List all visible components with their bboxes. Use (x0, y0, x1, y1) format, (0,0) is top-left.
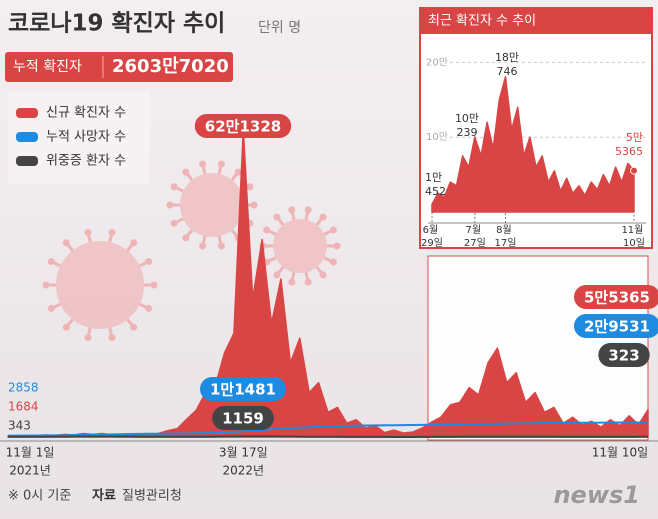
virus-knob (166, 201, 174, 209)
legend-label: 누적 사망자 수 (46, 130, 126, 145)
virus-knob (199, 160, 207, 168)
x-tick-label: 11월 1일 (6, 446, 55, 460)
virus-decoration (42, 160, 341, 342)
virus-knob (329, 226, 337, 234)
virus-knob (170, 183, 178, 191)
virus-knob (145, 258, 153, 266)
unit: 단위 명 (258, 20, 301, 36)
x-tick-label: 8월 17일 (494, 224, 516, 249)
virus-body (273, 219, 327, 273)
virus-knob (199, 242, 207, 250)
x-year-label: 2021년 (9, 464, 51, 478)
virus-knob (234, 168, 242, 176)
virus-knob (170, 219, 178, 227)
logo: news1 (553, 481, 640, 509)
virus-knob (246, 183, 254, 191)
virus-body (180, 173, 244, 237)
x-year-label: 2022년 (222, 464, 264, 478)
value-label: 18만 746 (495, 51, 519, 78)
virus-knob (288, 206, 296, 214)
value-pill (598, 343, 650, 367)
value-label: 10만 239 (455, 112, 479, 139)
virus-knob (108, 228, 116, 236)
legend-label: 신규 확진자 수 (46, 106, 126, 121)
value-pill (574, 285, 658, 309)
footer-note: ※ 0시 기준 (8, 489, 71, 504)
x-tick-label: 3월 17일 (219, 446, 268, 460)
end-dot (630, 166, 638, 175)
virus-knob (273, 213, 281, 221)
virus-knob (145, 304, 153, 312)
virus-knob (42, 281, 50, 289)
area (431, 76, 635, 213)
value-pill (212, 406, 274, 430)
value-label: 5만5365 (584, 289, 650, 307)
virus-knob (273, 271, 281, 279)
virus-knob (250, 201, 258, 209)
virus-knob (130, 239, 138, 247)
total-box (5, 52, 233, 82)
virus-knob (217, 242, 225, 250)
value-label: 343 (8, 419, 31, 433)
x-tick-label: 11월 10일 (592, 446, 648, 460)
virus-knob (182, 234, 190, 242)
virus-knob (333, 242, 341, 250)
x-tick-label: 6월 29일 (421, 224, 443, 249)
x-tick-label: 7월 27일 (464, 224, 486, 249)
virus-knob (47, 304, 55, 312)
value-label: 1159 (222, 410, 264, 428)
virus-knob (217, 160, 225, 168)
virus-knob (130, 323, 138, 331)
value-label: 1684 (8, 400, 39, 414)
value-pill (200, 377, 286, 401)
virus-knob (304, 206, 312, 214)
legend-label: 위중증 환자 수 (46, 154, 126, 169)
virus-knob (319, 213, 327, 221)
virus-knob (304, 278, 312, 286)
value-label: 1만 452 (425, 171, 446, 198)
legend-swatch (16, 156, 38, 166)
virus-knob (62, 323, 70, 331)
x-tick-label: 11월 10일 (621, 224, 646, 249)
line (8, 421, 649, 437)
value-pill (574, 314, 658, 338)
virus-knob (47, 258, 55, 266)
y-tick-label: 20만 (426, 56, 448, 68)
value-label: 2만9531 (584, 318, 650, 336)
virus-knob (84, 334, 92, 342)
y-tick-label: 10만 (426, 131, 448, 143)
virus-knob (182, 168, 190, 176)
title: 코로나19 확진자 추이 (8, 11, 225, 37)
value-label: 323 (608, 347, 639, 365)
virus-knob (319, 271, 327, 279)
value-pill (194, 114, 292, 138)
total-value: 2603만7020 (112, 56, 229, 77)
value-label: 62만1328 (205, 118, 281, 136)
virus-knob (263, 226, 271, 234)
inset-title: 최근 확진자 수 추이 (428, 14, 536, 29)
legend-swatch (16, 132, 38, 142)
virus-knob (150, 281, 158, 289)
value-label: 2858 (8, 381, 39, 395)
source: 질병관리청 (122, 489, 182, 504)
virus-body (56, 241, 144, 329)
value-label: 1만1481 (210, 381, 276, 399)
virus-knob (288, 278, 296, 286)
virus-knob (84, 228, 92, 236)
virus-knob (62, 239, 70, 247)
virus-knob (329, 258, 337, 266)
line (8, 435, 648, 438)
virus-knob (108, 334, 116, 342)
inset-title-bar (420, 8, 652, 34)
legend-swatch (16, 108, 38, 118)
total-label: 누적 확진자 (13, 59, 82, 75)
source-label: 자료 (92, 489, 116, 504)
